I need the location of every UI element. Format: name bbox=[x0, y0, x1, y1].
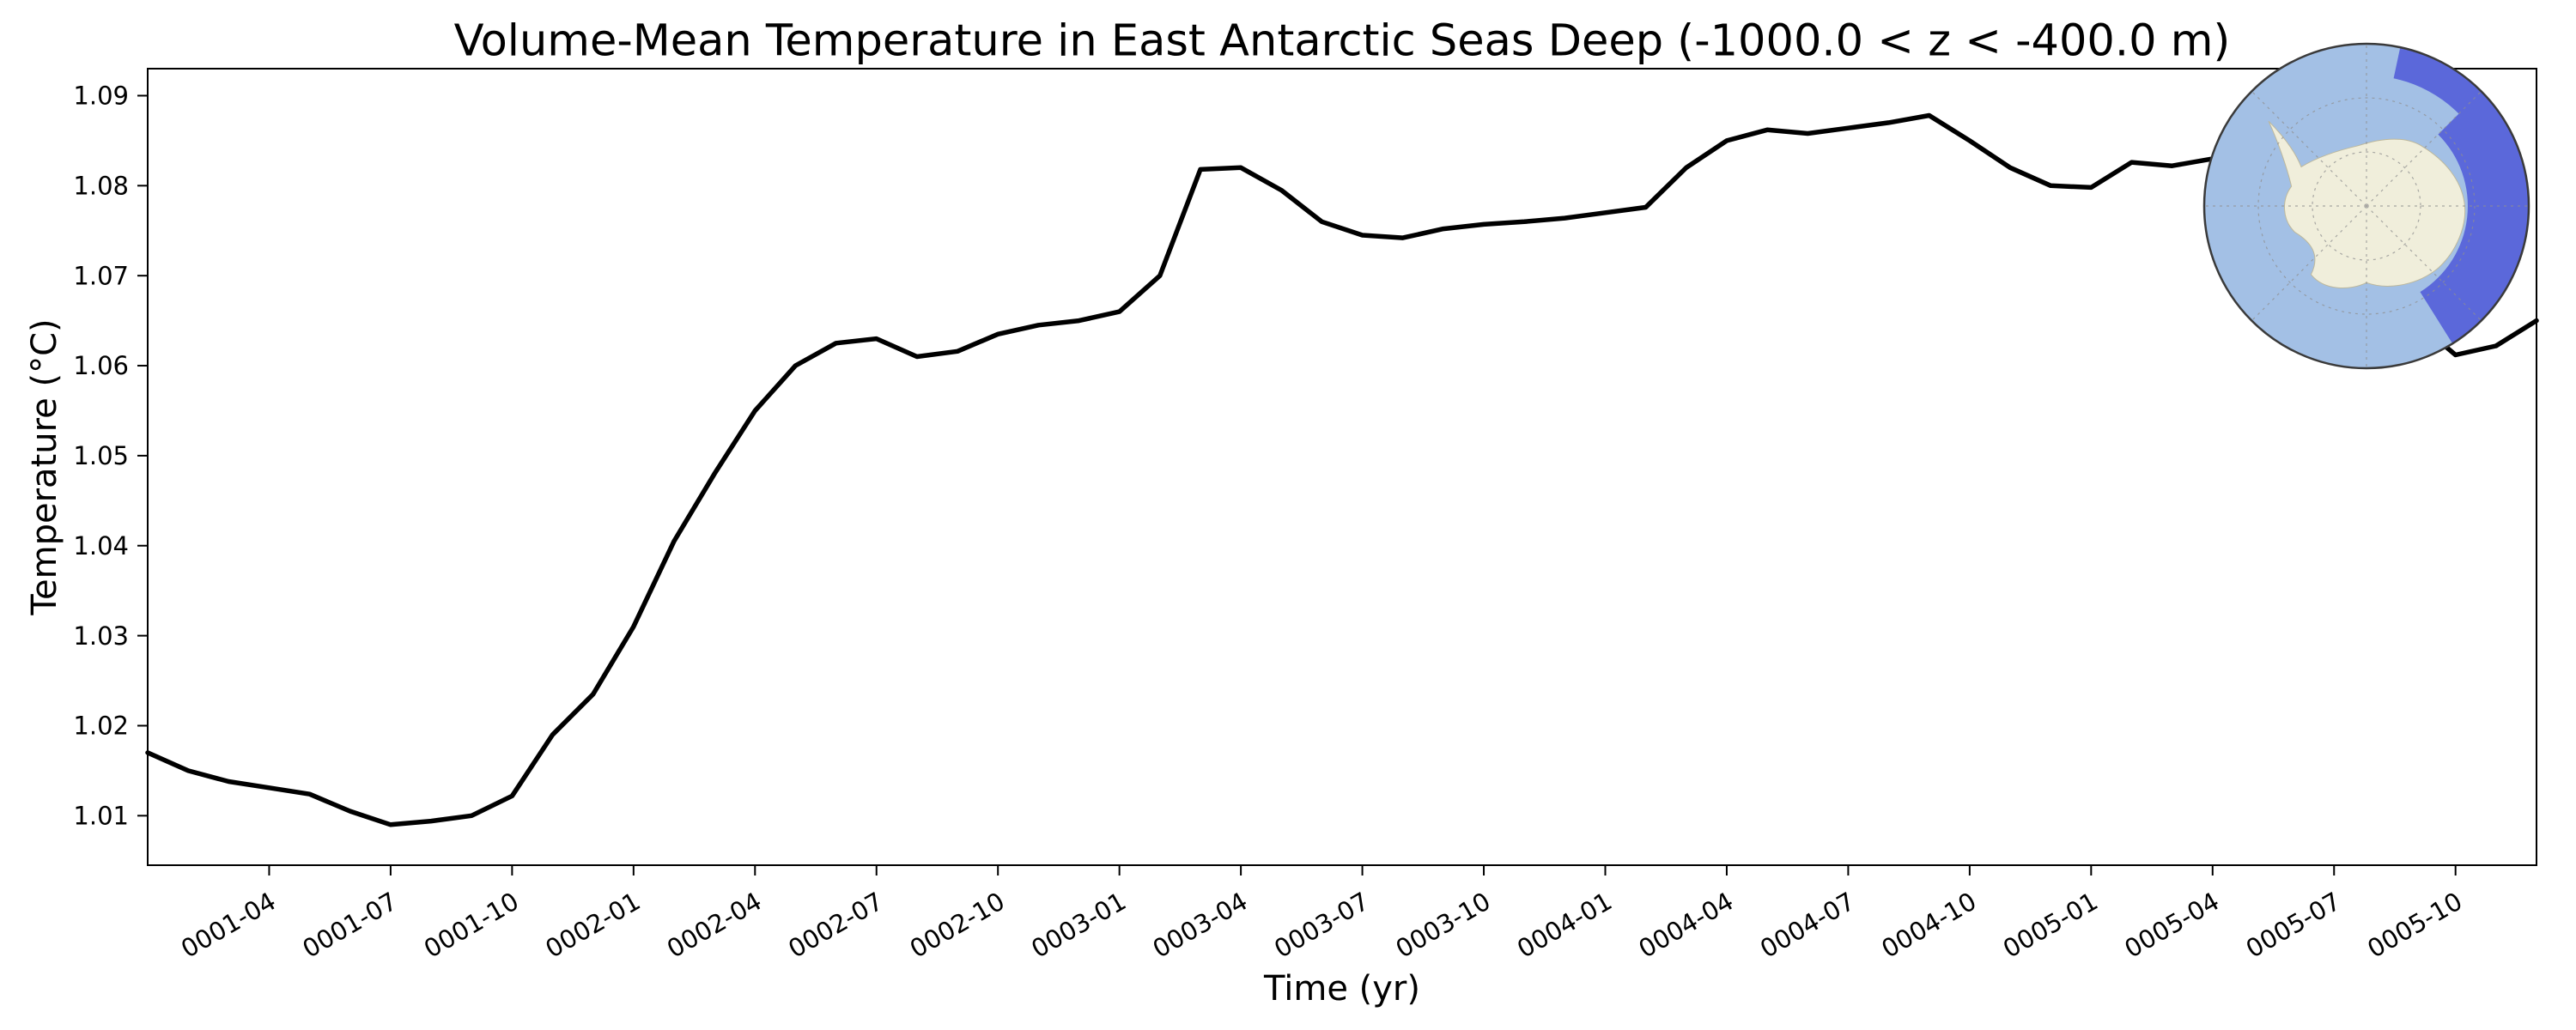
x-tick-label: 0005-10 bbox=[2362, 887, 2467, 964]
x-tick-label: 0003-10 bbox=[1391, 887, 1496, 964]
y-tick-label: 1.08 bbox=[73, 171, 129, 200]
y-tick-label: 1.07 bbox=[73, 261, 129, 290]
x-ticks: 0001-04 0001-07 0001-10 0002-01 0002-04 0002-… bbox=[176, 865, 2467, 964]
y-ticks: 1.01 1.02 1.03 1.04 1.05 1.06 1.07 1.08 1.09 bbox=[73, 82, 148, 830]
x-tick-label: 0002-10 bbox=[905, 887, 1010, 964]
y-tick-label: 1.04 bbox=[73, 531, 129, 560]
x-tick-label: 0004-04 bbox=[1634, 887, 1739, 964]
y-tick-label: 1.09 bbox=[73, 82, 129, 111]
y-tick-label: 1.06 bbox=[73, 351, 129, 380]
x-axis-label: Time (yr) bbox=[1264, 969, 1420, 1009]
inset-border bbox=[2202, 42, 2530, 370]
x-tick-label: 0003-01 bbox=[1026, 887, 1131, 964]
x-tick-label: 0002-01 bbox=[540, 887, 645, 964]
x-tick-label: 0005-01 bbox=[1998, 887, 2103, 964]
x-tick-label: 0003-04 bbox=[1148, 887, 1253, 964]
y-tick-label: 1.02 bbox=[73, 712, 129, 741]
x-tick-label: 0002-04 bbox=[662, 887, 767, 964]
temperature-line bbox=[145, 112, 2539, 827]
x-tick-label: 0004-10 bbox=[1876, 887, 1981, 964]
x-tick-label: 0001-10 bbox=[419, 887, 524, 964]
chart-title: Volume-Mean Temperature in East Antarcti… bbox=[453, 15, 2231, 67]
x-tick-label: 0001-04 bbox=[176, 887, 281, 964]
x-tick-label: 0003-07 bbox=[1269, 887, 1374, 964]
y-axis-label: Temperature (°C) bbox=[25, 318, 64, 615]
x-tick-label: 0004-01 bbox=[1512, 887, 1617, 964]
plot-border bbox=[147, 68, 2537, 866]
x-tick-label: 0005-07 bbox=[2241, 887, 2346, 964]
x-tick-label: 0004-07 bbox=[1755, 887, 1860, 964]
y-tick-label: 1.05 bbox=[73, 441, 129, 470]
x-tick-label: 0005-04 bbox=[2119, 887, 2224, 964]
inset-highlight-region bbox=[2393, 46, 2530, 345]
y-tick-label: 1.01 bbox=[73, 801, 129, 830]
x-tick-label: 0002-07 bbox=[783, 887, 888, 964]
x-tick-label: 0001-07 bbox=[297, 887, 402, 964]
inset-gridlines bbox=[2203, 43, 2530, 369]
antarctica-inset-map bbox=[2202, 42, 2530, 370]
y-tick-label: 1.03 bbox=[73, 621, 129, 651]
